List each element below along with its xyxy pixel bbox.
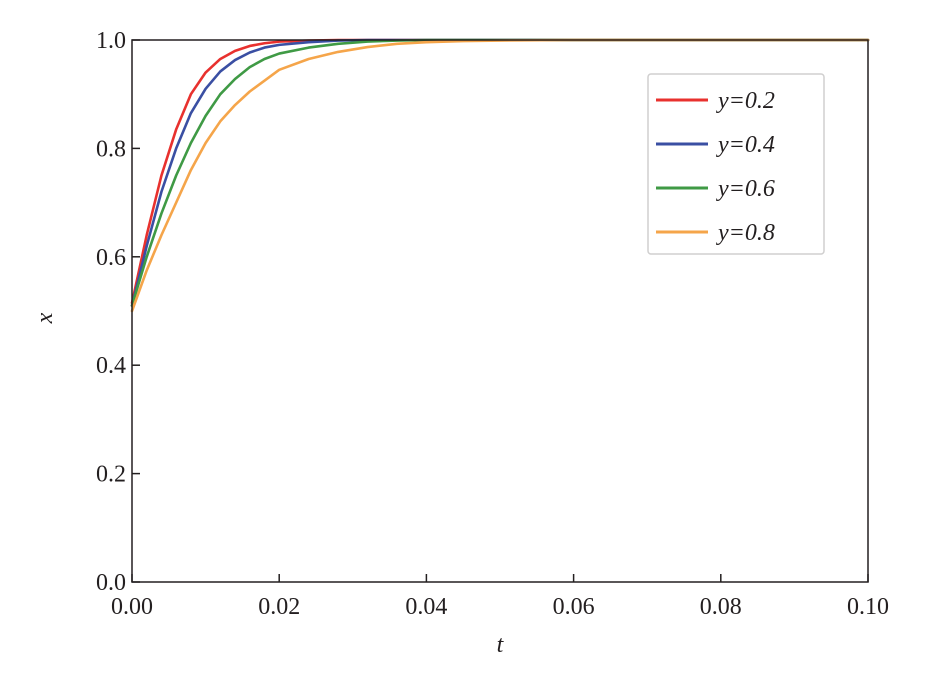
- x-tick-label: 0.06: [553, 594, 595, 620]
- x-tick-label: 0.08: [700, 594, 742, 620]
- legend: y=0.2 y=0.4 y=0.6 y=0.8: [647, 73, 825, 255]
- legend-box: [647, 73, 825, 255]
- y-tick-label: 0.2: [96, 462, 126, 488]
- x-tick-label: 0.00: [111, 594, 153, 620]
- x-tick-label: 0.10: [847, 594, 889, 620]
- legend-label-3: y=0.6: [716, 176, 775, 202]
- legend-label-2: y=0.4: [716, 132, 775, 158]
- y-tick-label: 1.0: [96, 28, 126, 54]
- x-tick-label: 0.04: [405, 594, 447, 620]
- plot-frame: [131, 39, 869, 583]
- x-tick-label: 0.02: [258, 594, 300, 620]
- y-axis-label: x: [32, 312, 58, 324]
- y-tick-label: 0.6: [96, 245, 126, 271]
- y-tick-label: 0.0: [96, 570, 126, 596]
- legend-label-1: y=0.2: [716, 88, 775, 114]
- y-tick-label: 0.8: [96, 136, 126, 162]
- legend-label-4: y=0.8: [716, 220, 775, 246]
- y-tick-label: 0.4: [96, 353, 126, 379]
- x-axis-label: t: [497, 632, 505, 658]
